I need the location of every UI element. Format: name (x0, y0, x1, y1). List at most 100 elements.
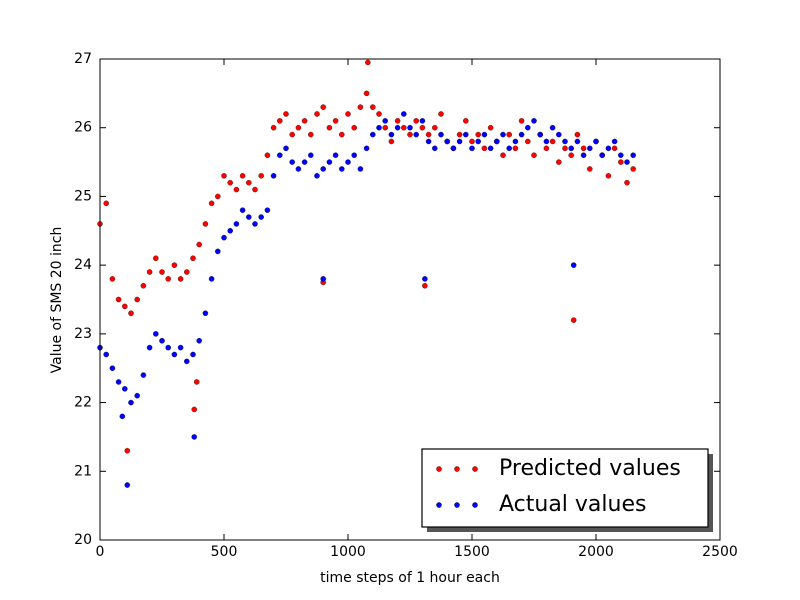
scatter-point (425, 131, 432, 138)
legend-marker (436, 466, 442, 472)
scatter-point (252, 186, 258, 193)
scatter-point (332, 118, 339, 124)
scatter-point (239, 207, 246, 213)
scatter-point (191, 406, 197, 413)
scatter-point (611, 138, 618, 145)
scatter-point (605, 145, 612, 152)
scatter-point (388, 131, 395, 138)
scatter-point (500, 131, 506, 138)
scatter-point (570, 262, 577, 268)
scatter-point (171, 351, 178, 358)
scatter-point (264, 207, 271, 213)
y-tick-label: 23 (74, 326, 92, 342)
x-tick-label: 1000 (330, 544, 366, 560)
scatter-point (487, 145, 494, 152)
x-axis-label: time steps of 1 hour each (320, 570, 500, 586)
scatter-point (177, 276, 184, 282)
scatter-point (124, 447, 131, 454)
scatter-point (227, 179, 233, 186)
scatter-point (500, 152, 506, 158)
scatter-point (587, 166, 593, 172)
scatter-point (208, 276, 215, 282)
scatter-point (394, 118, 401, 124)
scatter-point (146, 344, 153, 351)
y-tick-label: 27 (74, 51, 92, 67)
scatter-point (469, 138, 475, 145)
scatter-point (456, 131, 463, 138)
scatter-point (196, 241, 202, 248)
scatter-point (463, 131, 469, 138)
scatter-point (122, 386, 128, 392)
scatter-point (258, 214, 264, 220)
scatter-point (438, 131, 444, 138)
scatter-point (301, 118, 308, 124)
scatter-point (487, 124, 494, 131)
scatter-point (289, 159, 295, 165)
x-tick-label: 500 (211, 544, 238, 560)
scatter-point (518, 118, 525, 124)
scatter-point (394, 124, 401, 131)
legend-marker (472, 502, 478, 508)
scatter-point (314, 111, 320, 117)
scatter-point (140, 283, 147, 289)
scatter-point (221, 173, 227, 179)
scatter-point (525, 124, 531, 131)
scatter-point (556, 131, 562, 138)
scatter-point (115, 379, 122, 385)
scatter-point (153, 255, 159, 262)
scatter-point (339, 131, 345, 138)
scatter-point (184, 358, 190, 365)
scatter-point (159, 269, 165, 275)
legend-box (421, 448, 709, 528)
scatter-point (432, 145, 438, 152)
scatter-point (593, 138, 599, 145)
scatter-point (422, 276, 428, 282)
scatter-point (184, 269, 190, 275)
scatter-point (549, 138, 556, 145)
y-tick-label: 20 (74, 532, 92, 548)
scatter-point (215, 193, 221, 200)
scatter-point (543, 145, 550, 152)
scatter-point (481, 131, 488, 138)
scatter-point (463, 118, 469, 124)
scatter-point (202, 310, 209, 316)
scatter-point (165, 344, 171, 351)
y-tick-label: 25 (74, 188, 92, 204)
scatter-point (370, 131, 376, 138)
scatter-point (301, 159, 308, 165)
scatter-point (314, 173, 320, 179)
scatter-point (444, 138, 450, 145)
scatter-point (252, 221, 258, 227)
scatter-point (413, 118, 419, 124)
scatter-point (295, 166, 302, 172)
scatter-point (134, 392, 140, 399)
scatter-point (512, 145, 519, 152)
scatter-point (580, 145, 587, 152)
scatter-point (128, 310, 134, 316)
scatter-point (103, 200, 109, 207)
scatter-point (109, 365, 116, 371)
scatter-point (122, 303, 128, 310)
y-tick-label: 22 (74, 395, 92, 411)
scatter-point (518, 131, 525, 138)
scatter-point (320, 104, 326, 110)
scatter-point (363, 145, 370, 152)
scatter-point (570, 317, 577, 323)
scatter-point (376, 124, 382, 131)
scatter-point (233, 221, 240, 227)
scatter-point (562, 138, 568, 145)
scatter-point (512, 138, 519, 145)
scatter-point (191, 434, 197, 440)
scatter-point (227, 228, 233, 234)
scatter-point (363, 90, 370, 97)
scatter-point (556, 159, 562, 165)
scatter-point (177, 344, 184, 351)
scatter-point (270, 173, 277, 179)
scatter-point (357, 104, 364, 110)
y-tick-label: 26 (74, 120, 92, 136)
scatter-point (376, 111, 382, 117)
scatter-point (233, 186, 240, 193)
scatter-point (624, 159, 630, 165)
scatter-point (419, 124, 426, 131)
